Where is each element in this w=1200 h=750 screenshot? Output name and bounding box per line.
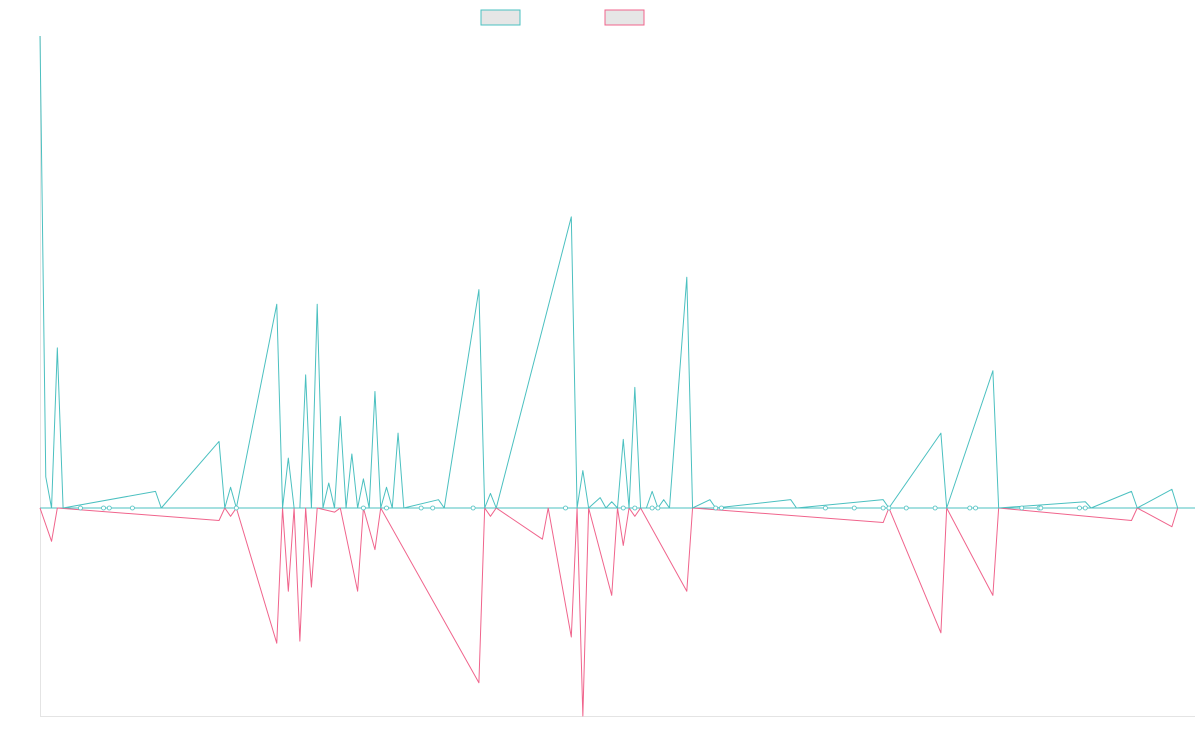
data-point[interactable]	[632, 505, 638, 511]
data-point[interactable]	[470, 505, 476, 511]
data-point[interactable]	[1077, 505, 1082, 511]
data-point[interactable]	[1082, 505, 1088, 511]
data-point[interactable]	[713, 505, 719, 511]
data-point[interactable]	[430, 505, 436, 511]
series-line-1	[39, 35, 1195, 509]
legend-swatch-series-1[interactable]	[480, 9, 521, 26]
data-point[interactable]	[129, 505, 135, 511]
data-point[interactable]	[101, 505, 106, 511]
data-point[interactable]	[78, 505, 83, 511]
data-point[interactable]	[418, 505, 424, 511]
data-point[interactable]	[880, 505, 886, 511]
plot-area	[39, 35, 1195, 717]
legend-swatch-series-2[interactable]	[604, 9, 645, 26]
data-point[interactable]	[823, 505, 828, 511]
data-point[interactable]	[886, 505, 892, 511]
data-point[interactable]	[384, 505, 389, 511]
data-point[interactable]	[1019, 505, 1025, 511]
data-point[interactable]	[1038, 505, 1044, 511]
data-point[interactable]	[360, 505, 366, 511]
data-point[interactable]	[851, 505, 857, 511]
data-point[interactable]	[932, 505, 938, 511]
legend	[480, 9, 645, 26]
data-point[interactable]	[563, 505, 568, 511]
data-point[interactable]	[649, 505, 655, 511]
data-point[interactable]	[233, 505, 239, 511]
data-point[interactable]	[655, 505, 661, 511]
data-point[interactable]	[903, 505, 909, 511]
data-point[interactable]	[967, 505, 973, 511]
data-point[interactable]	[106, 505, 112, 511]
data-point[interactable]	[620, 505, 626, 511]
data-point[interactable]	[719, 505, 724, 511]
series-line-2	[39, 507, 1195, 717]
axes	[40, 36, 1195, 717]
data-point[interactable]	[973, 505, 978, 511]
